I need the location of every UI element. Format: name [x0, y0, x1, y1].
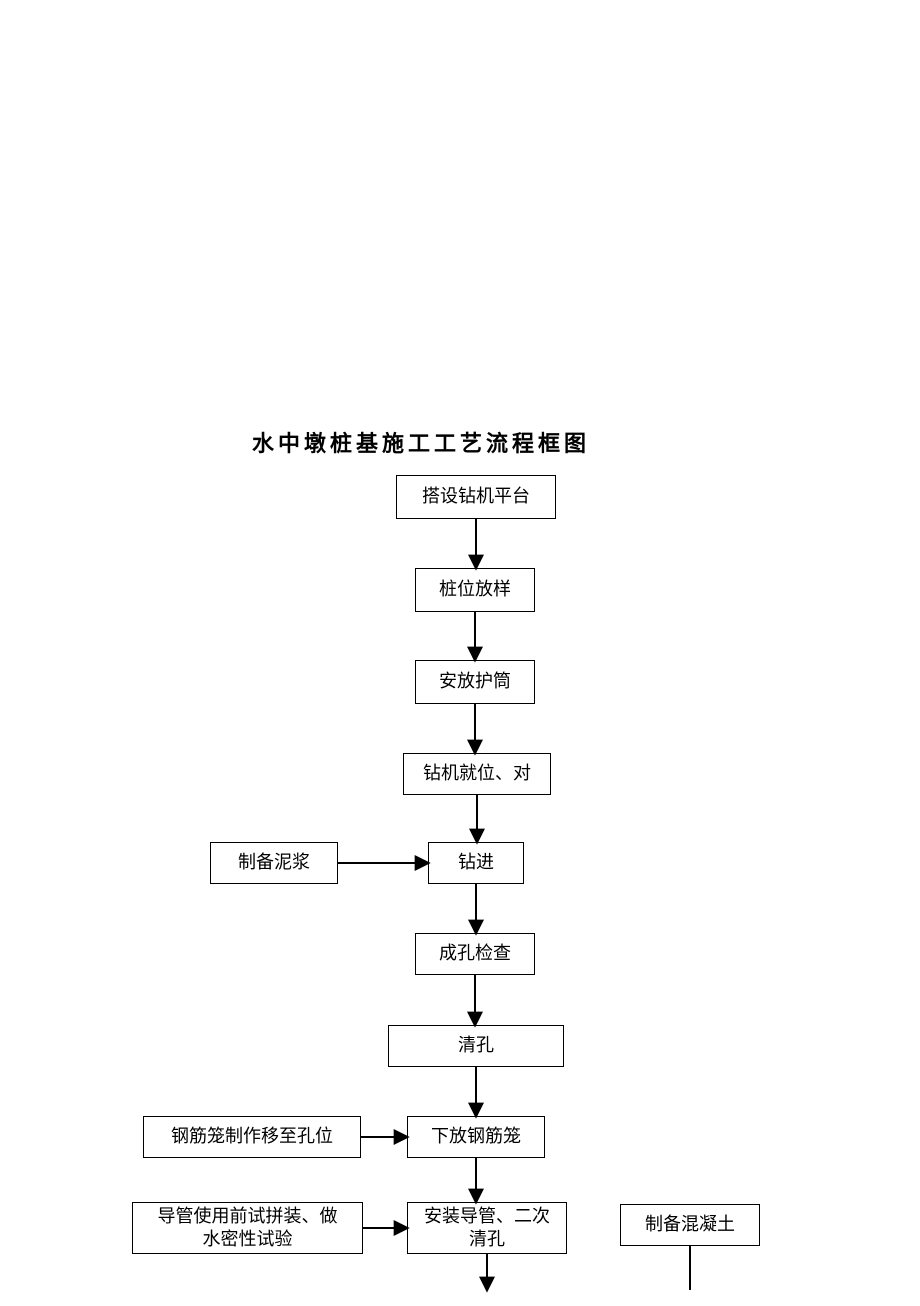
node-n7: 清孔: [388, 1025, 564, 1067]
node-s7: 钢筋笼制作移至孔位: [143, 1116, 361, 1158]
node-n9: 安装导管、二次清孔: [407, 1202, 567, 1254]
node-n4: 钻机就位、对: [403, 753, 551, 795]
node-s4: 制备泥浆: [210, 842, 338, 884]
node-n3: 安放护筒: [415, 660, 535, 704]
node-n6: 成孔检查: [415, 933, 535, 975]
edges-layer: [0, 0, 920, 1306]
node-n5: 钻进: [428, 842, 524, 884]
node-n8: 下放钢筋笼: [407, 1116, 545, 1158]
diagram-title: 水中墩桩基施工工艺流程框图: [252, 426, 590, 458]
node-n2: 桩位放样: [415, 568, 535, 612]
node-n1: 搭设钻机平台: [396, 475, 556, 519]
node-s8: 导管使用前试拼装、做水密性试验: [132, 1202, 363, 1254]
node-r9: 制备混凝土: [620, 1204, 760, 1246]
